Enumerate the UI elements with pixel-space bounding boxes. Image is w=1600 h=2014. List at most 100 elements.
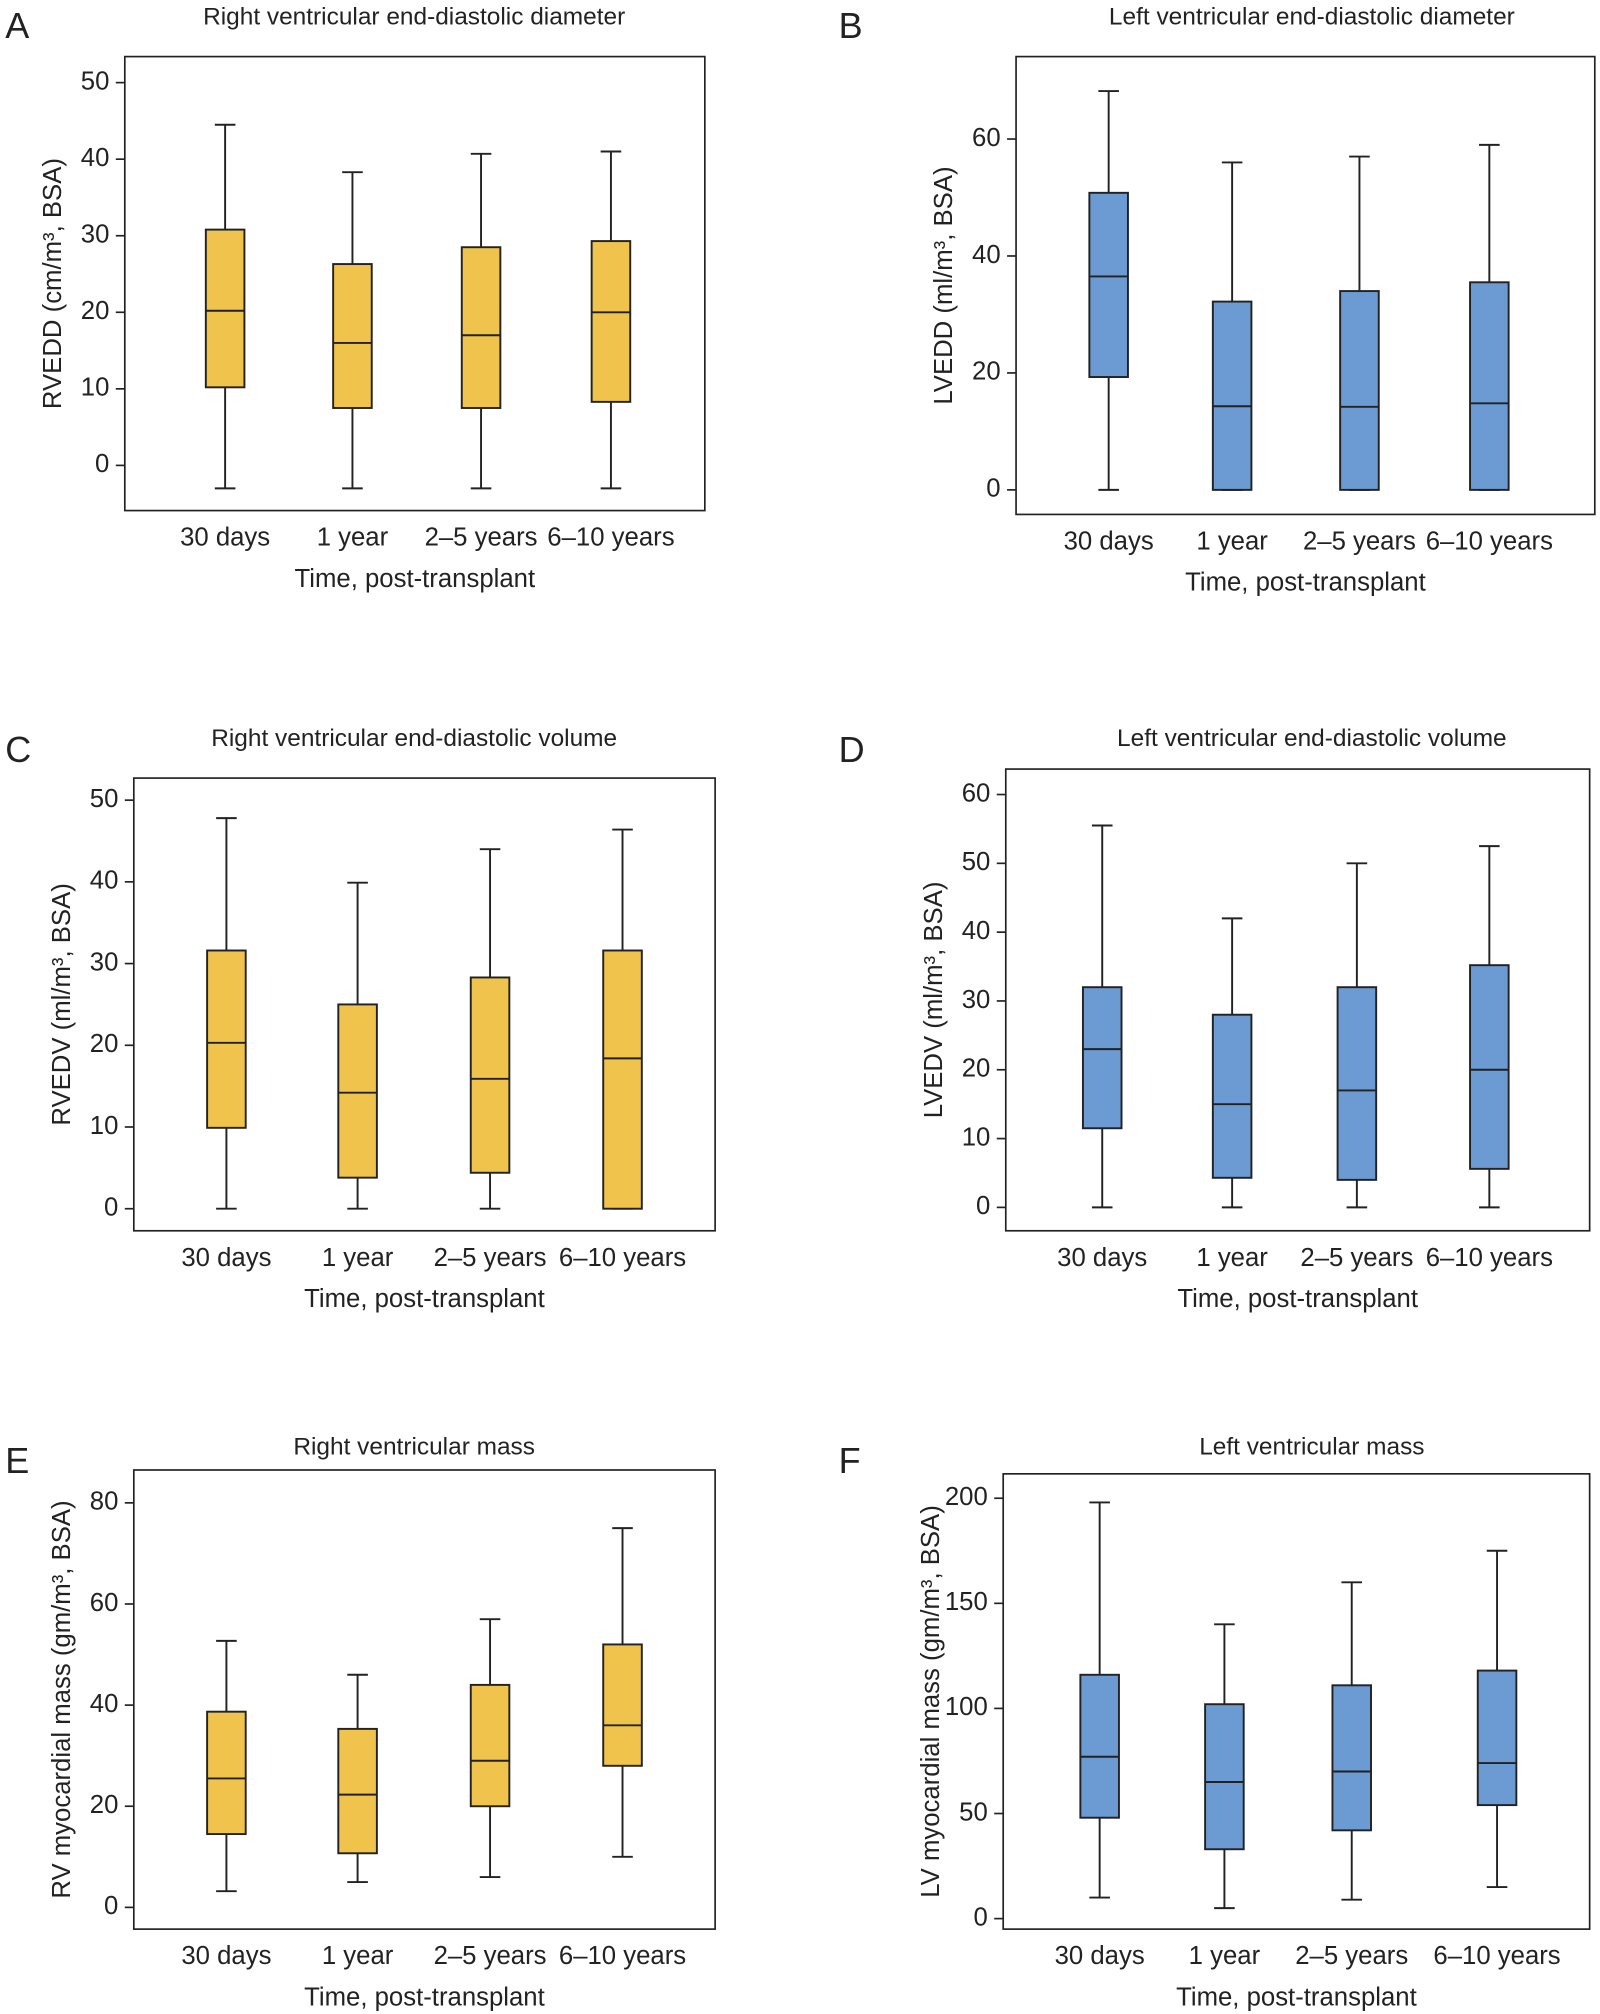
y-tick-label: 40: [90, 867, 119, 895]
y-tick-label: 40: [962, 917, 991, 945]
chart-title: Right ventricular end-diastolic diameter: [203, 3, 625, 30]
box: [1204, 1703, 1245, 1851]
plot-frame: [123, 55, 706, 512]
y-axis-label: RV myocardial mass (gm/m³, BSA): [48, 1500, 76, 1898]
chart-title: Left ventricular end-diastolic volume: [1117, 725, 1507, 752]
y-tick-label: 60: [90, 1589, 119, 1617]
panel-letter: D: [839, 729, 865, 770]
box: [332, 263, 373, 409]
x-tick-label: 1 year: [1189, 1942, 1261, 1970]
box: [1336, 986, 1378, 1181]
y-axis-label: LVEDV (ml/m³, BSA): [920, 882, 948, 1119]
x-tick-label: 2–5 years: [434, 1244, 547, 1272]
y-axis-label: RVEDD (cm/m³, BSA): [39, 158, 67, 409]
box: [1469, 964, 1510, 1170]
x-tick-label: 30 days: [1057, 1244, 1147, 1272]
box: [460, 246, 502, 409]
box: [469, 1683, 511, 1808]
plot-frame: [132, 777, 716, 1232]
y-axis-label: RVEDV (ml/m³, BSA): [48, 883, 76, 1125]
x-tick-label: 30 days: [1064, 528, 1154, 556]
panel-letter: B: [839, 5, 863, 46]
box: [1079, 1673, 1120, 1819]
box: [204, 228, 246, 389]
x-axis-label: Time, post-transplant: [304, 1285, 545, 1313]
y-tick-label: 0: [976, 1192, 990, 1220]
plot-frame: [1015, 55, 1596, 516]
chart-title: Right ventricular mass: [293, 1434, 535, 1461]
box: [1331, 1684, 1372, 1832]
x-tick-label: 2–5 years: [425, 524, 538, 552]
box: [1088, 191, 1129, 378]
y-tick-label: 60: [962, 779, 991, 807]
x-tick-label: 30 days: [1055, 1942, 1145, 1970]
x-axis-label: Time, post-transplant: [304, 1983, 545, 2011]
box: [206, 1710, 247, 1836]
x-tick-label: 6–10 years: [1426, 1244, 1553, 1272]
y-tick-label: 50: [962, 848, 991, 876]
x-tick-label: 2–5 years: [1300, 1244, 1413, 1272]
x-tick-label: 30 days: [181, 1244, 271, 1272]
box: [1339, 290, 1380, 491]
x-tick-label: 6–10 years: [559, 1942, 686, 1970]
y-axis-label: LV myocardial mass (gm/m³, BSA): [917, 1505, 945, 1898]
y-tick-label: 10: [81, 374, 110, 402]
box: [1081, 986, 1123, 1130]
box: [602, 949, 643, 1210]
x-tick-label: 6–10 years: [1426, 528, 1553, 556]
box: [590, 240, 632, 403]
y-tick-label: 30: [81, 221, 110, 249]
y-tick-label: 50: [90, 785, 119, 813]
box: [602, 1643, 643, 1767]
box: [1211, 300, 1253, 491]
x-tick-label: 6–10 years: [547, 524, 674, 552]
chart-title: Right ventricular end-diastolic volume: [211, 725, 617, 752]
x-tick-label: 30 days: [180, 524, 270, 552]
y-tick-label: 0: [986, 475, 1000, 503]
x-tick-label: 1 year: [1196, 528, 1268, 556]
y-tick-label: 150: [945, 1588, 988, 1616]
x-tick-label: 6–10 years: [1433, 1942, 1560, 1970]
panel-letter: A: [5, 5, 29, 46]
box: [1469, 281, 1510, 491]
panel-letter: C: [5, 729, 31, 770]
x-axis-label: Time, post-transplant: [295, 565, 536, 593]
y-tick-label: 40: [90, 1690, 119, 1718]
box: [337, 1727, 378, 1855]
box: [337, 1003, 378, 1179]
x-tick-label: 1 year: [317, 524, 389, 552]
y-tick-label: 40: [81, 144, 110, 172]
x-axis-label: Time, post-transplant: [1177, 1285, 1418, 1313]
y-tick-label: 100: [945, 1693, 988, 1721]
x-tick-label: 1 year: [1196, 1244, 1268, 1272]
x-tick-label: 6–10 years: [559, 1244, 686, 1272]
panel-letter: F: [839, 1440, 861, 1481]
y-tick-label: 10: [90, 1112, 119, 1140]
x-tick-label: 2–5 years: [434, 1942, 547, 1970]
y-tick-label: 0: [95, 450, 109, 478]
x-axis-label: Time, post-transplant: [1185, 569, 1426, 597]
panel-letter: E: [5, 1440, 29, 1481]
box: [1211, 1013, 1253, 1179]
y-tick-label: 60: [972, 124, 1001, 152]
x-tick-label: 2–5 years: [1295, 1942, 1408, 1970]
plot-frame: [1002, 1473, 1591, 1930]
y-tick-label: 0: [973, 1903, 987, 1931]
y-tick-label: 80: [90, 1488, 119, 1516]
box: [469, 976, 511, 1174]
y-tick-label: 20: [90, 1791, 119, 1819]
x-tick-label: 30 days: [181, 1942, 271, 1970]
y-tick-label: 40: [972, 241, 1001, 269]
y-tick-label: 20: [81, 297, 110, 325]
box: [206, 949, 247, 1129]
y-tick-label: 10: [962, 1123, 991, 1151]
y-axis-label: LVEDD (ml/m³, BSA): [930, 166, 958, 404]
y-tick-label: 20: [962, 1055, 991, 1083]
x-tick-label: 1 year: [322, 1942, 394, 1970]
y-tick-label: 200: [945, 1483, 988, 1511]
x-axis-label: Time, post-transplant: [1176, 1983, 1417, 2011]
y-tick-label: 20: [972, 358, 1001, 386]
y-tick-label: 0: [104, 1892, 118, 1920]
y-tick-label: 50: [959, 1798, 988, 1826]
